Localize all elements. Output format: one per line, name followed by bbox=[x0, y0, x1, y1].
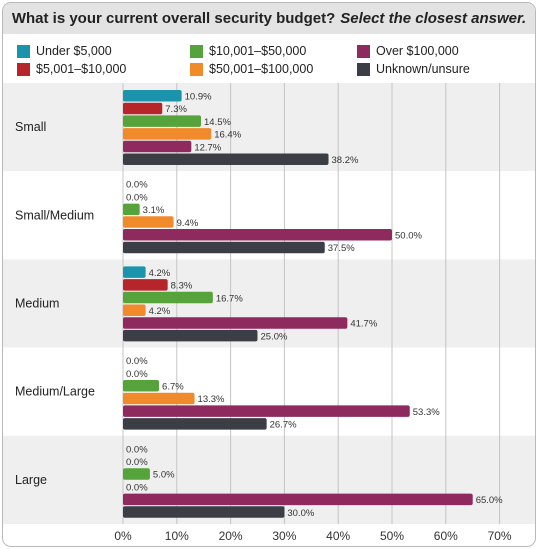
data-label: 12.7% bbox=[194, 142, 221, 153]
data-label: 10.9% bbox=[185, 92, 212, 103]
legend-item-50-001-100-000: $50,001–$100,000 bbox=[190, 62, 313, 76]
data-label: 0.0% bbox=[126, 180, 148, 191]
legend-label: $10,001–$50,000 bbox=[209, 44, 307, 58]
bar-small-under-5-000 bbox=[123, 90, 182, 102]
bar-small-medium-10-001-50-000 bbox=[123, 203, 140, 216]
legend-swatch bbox=[190, 62, 203, 76]
bar-small-medium-unknown-unsure bbox=[123, 241, 325, 254]
bar-medium-large-unknown-unsure bbox=[123, 418, 267, 430]
legend-item-unknown-unsure: Unknown/unsure bbox=[357, 62, 470, 76]
x-tick-label: 40% bbox=[326, 529, 350, 543]
data-label: 25.0% bbox=[261, 331, 288, 342]
legend-swatch bbox=[17, 62, 30, 76]
bar-medium-large-10-001-50-000 bbox=[123, 380, 160, 392]
category-band bbox=[3, 259, 535, 348]
legend-item-under-5-000: Under $5,000 bbox=[17, 44, 112, 58]
data-label: 41.7% bbox=[350, 319, 377, 330]
legend-swatch bbox=[357, 44, 370, 58]
data-label: 0.0% bbox=[126, 457, 148, 468]
x-tick-label: 20% bbox=[219, 529, 243, 543]
category-label-medium-large: Medium/Large bbox=[15, 385, 95, 399]
data-label: 4.2% bbox=[149, 268, 171, 279]
bar-small-over-100-000 bbox=[123, 140, 192, 153]
category-label-small-medium: Small/Medium bbox=[15, 208, 94, 222]
data-label: 50.0% bbox=[395, 231, 422, 242]
category-label-medium: Medium bbox=[15, 297, 59, 311]
bar-medium-under-5-000 bbox=[123, 266, 146, 278]
data-label: 26.7% bbox=[270, 420, 297, 431]
data-label: 30.0% bbox=[287, 508, 314, 519]
chart-title-main: What is your current overall security bu… bbox=[11, 10, 336, 27]
data-label: 14.5% bbox=[204, 117, 231, 128]
data-label: 65.0% bbox=[476, 495, 503, 506]
legend-item-5-001-10-000: $5,001–$10,000 bbox=[17, 62, 126, 76]
bar-medium-large-50-001-100-000 bbox=[123, 392, 195, 405]
x-tick-label: 10% bbox=[165, 529, 189, 543]
data-label: 37.5% bbox=[328, 243, 355, 254]
bar-large-unknown-unsure bbox=[123, 506, 285, 518]
data-label: 7.3% bbox=[165, 104, 187, 115]
data-label: 38.2% bbox=[332, 155, 359, 166]
x-tick-label: 70% bbox=[488, 529, 512, 543]
bar-small-unknown-unsure bbox=[123, 153, 329, 165]
bar-medium-5-001-10-000 bbox=[123, 279, 168, 291]
bar-medium-50-001-100-000 bbox=[123, 304, 146, 316]
data-label: 53.3% bbox=[413, 407, 440, 418]
bar-medium-large-over-100-000 bbox=[123, 405, 410, 417]
x-tick-label: 0% bbox=[114, 529, 132, 543]
legend-swatch bbox=[17, 44, 30, 58]
legend-swatch bbox=[357, 62, 370, 76]
bar-medium-unknown-unsure bbox=[123, 329, 258, 342]
data-label: 16.4% bbox=[214, 130, 241, 141]
data-label: 0.0% bbox=[126, 444, 148, 455]
data-label: 8.3% bbox=[171, 281, 193, 292]
data-label: 0.0% bbox=[126, 192, 148, 203]
bar-small-10-001-50-000 bbox=[123, 115, 202, 127]
legend-item-over-100-000: Over $100,000 bbox=[357, 44, 459, 58]
bar-small-50-001-100-000 bbox=[123, 128, 212, 140]
bar-medium-over-100-000 bbox=[123, 317, 348, 329]
bar-small-medium-over-100-000 bbox=[123, 229, 392, 241]
data-label: 6.7% bbox=[162, 382, 184, 393]
data-label: 13.3% bbox=[198, 394, 225, 405]
data-label: 3.1% bbox=[143, 205, 165, 216]
data-label: 5.0% bbox=[153, 470, 175, 481]
data-label: 4.2% bbox=[149, 306, 171, 317]
category-label-large: Large bbox=[15, 473, 47, 487]
bar-large-over-100-000 bbox=[123, 493, 473, 506]
legend-label: Unknown/unsure bbox=[376, 62, 470, 76]
legend-label: $50,001–$100,000 bbox=[209, 62, 314, 76]
bar-large-10-001-50-000 bbox=[123, 468, 150, 480]
data-label: 0.0% bbox=[126, 356, 148, 367]
data-label: 9.4% bbox=[177, 218, 199, 229]
legend-label: Over $100,000 bbox=[376, 44, 459, 58]
bar-medium-10-001-50-000 bbox=[123, 291, 213, 304]
chart-title: What is your current overall security bu… bbox=[3, 3, 535, 34]
legend-label: $5,001–$10,000 bbox=[36, 62, 127, 76]
x-tick-label: 30% bbox=[272, 529, 296, 543]
data-label: 16.7% bbox=[216, 293, 243, 304]
bar-small-5-001-10-000 bbox=[123, 102, 163, 115]
category-label-small: Small bbox=[15, 120, 46, 134]
x-tick-label: 60% bbox=[434, 529, 458, 543]
data-label: 0.0% bbox=[126, 482, 148, 493]
chart-legend: Under $5,000 $5,001–$10,000 $10,001–$50,00… bbox=[0, 0, 538, 90]
legend-item-10-001-50-000: $10,001–$50,000 bbox=[190, 44, 306, 58]
data-label: 0.0% bbox=[126, 369, 148, 380]
category-band bbox=[3, 347, 535, 436]
x-tick-label: 50% bbox=[380, 529, 404, 543]
chart-title-subtitle: Select the closest answer. bbox=[340, 10, 527, 27]
bar-small-medium-50-001-100-000 bbox=[123, 216, 174, 228]
legend-swatch bbox=[190, 44, 203, 58]
legend-label: Under $5,000 bbox=[36, 44, 112, 58]
